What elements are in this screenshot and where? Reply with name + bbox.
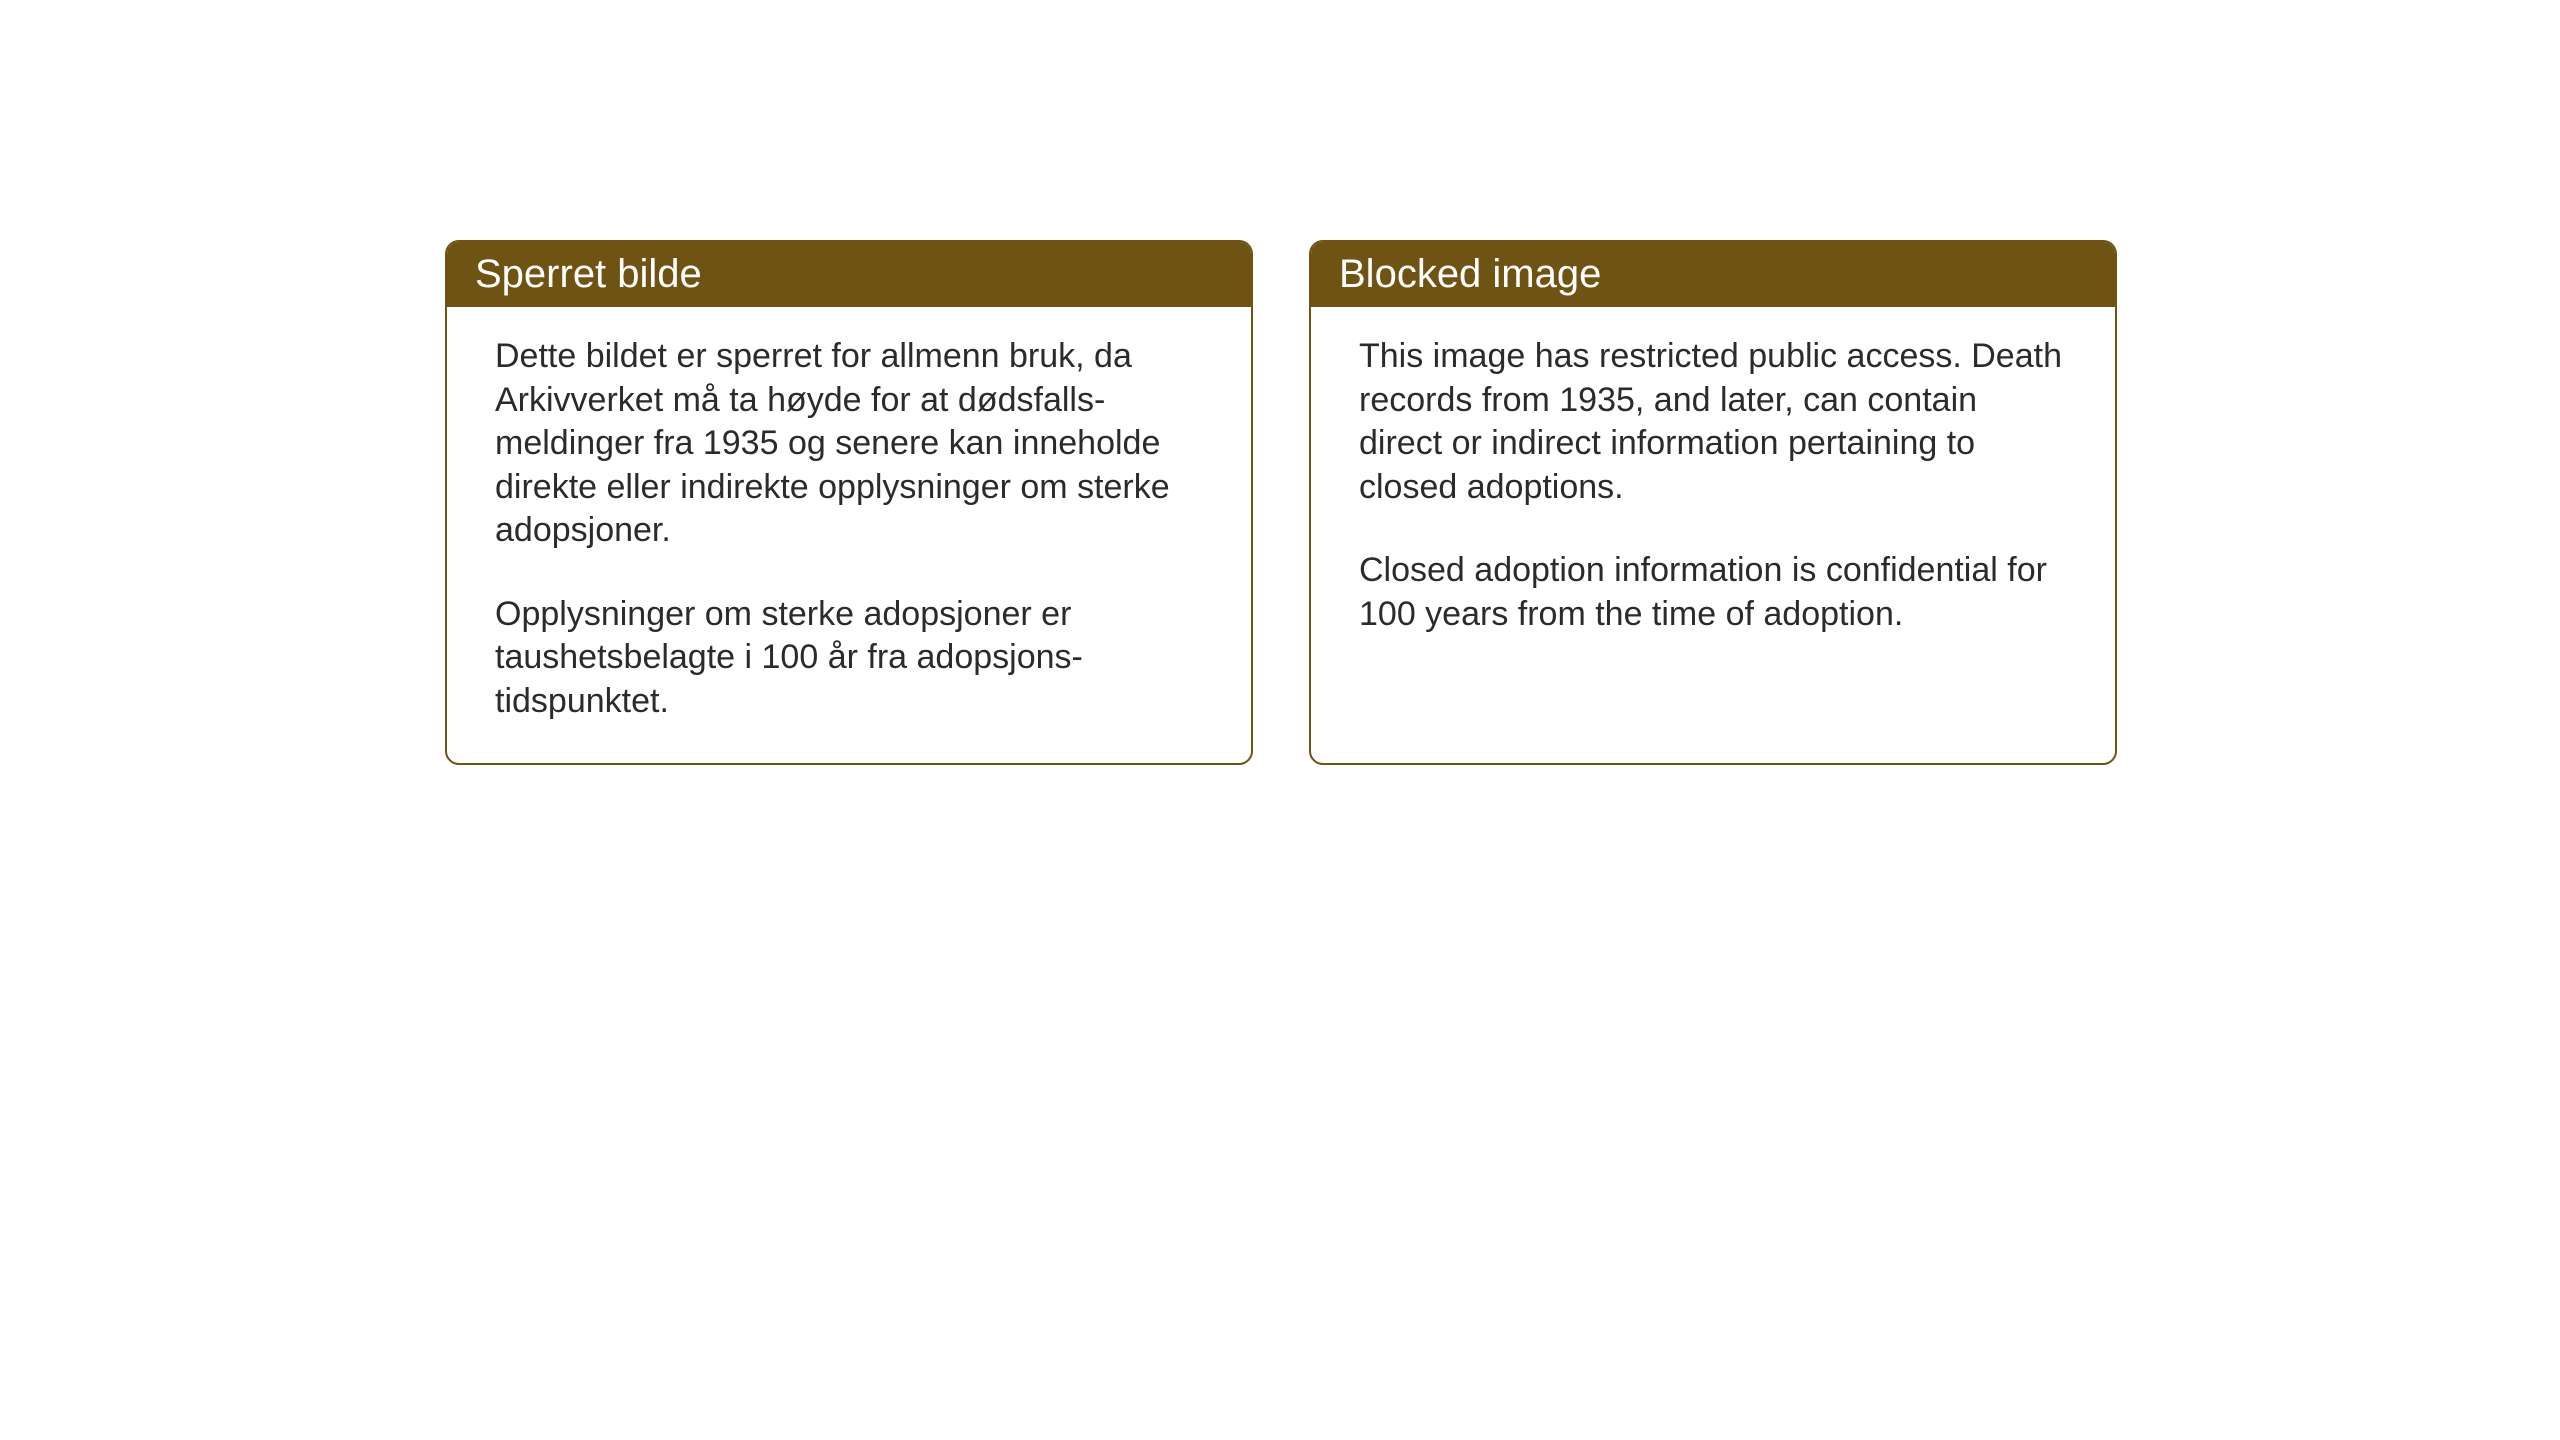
card-body-english: This image has restricted public access.… (1311, 307, 2115, 676)
card-paragraph-2-norwegian: Opplysninger om sterke adopsjoner er tau… (495, 593, 1203, 724)
card-title-english: Blocked image (1339, 252, 1601, 296)
card-paragraph-1-english: This image has restricted public access.… (1359, 335, 2067, 509)
notice-card-english: Blocked image This image has restricted … (1309, 240, 2117, 765)
notice-card-norwegian: Sperret bilde Dette bildet er sperret fo… (445, 240, 1253, 765)
card-header-english: Blocked image (1311, 242, 2115, 307)
card-paragraph-2-english: Closed adoption information is confident… (1359, 549, 2067, 636)
card-header-norwegian: Sperret bilde (447, 242, 1251, 307)
card-paragraph-1-norwegian: Dette bildet er sperret for allmenn bruk… (495, 335, 1203, 553)
card-title-norwegian: Sperret bilde (475, 252, 702, 296)
notice-container: Sperret bilde Dette bildet er sperret fo… (445, 240, 2117, 765)
card-body-norwegian: Dette bildet er sperret for allmenn bruk… (447, 307, 1251, 763)
